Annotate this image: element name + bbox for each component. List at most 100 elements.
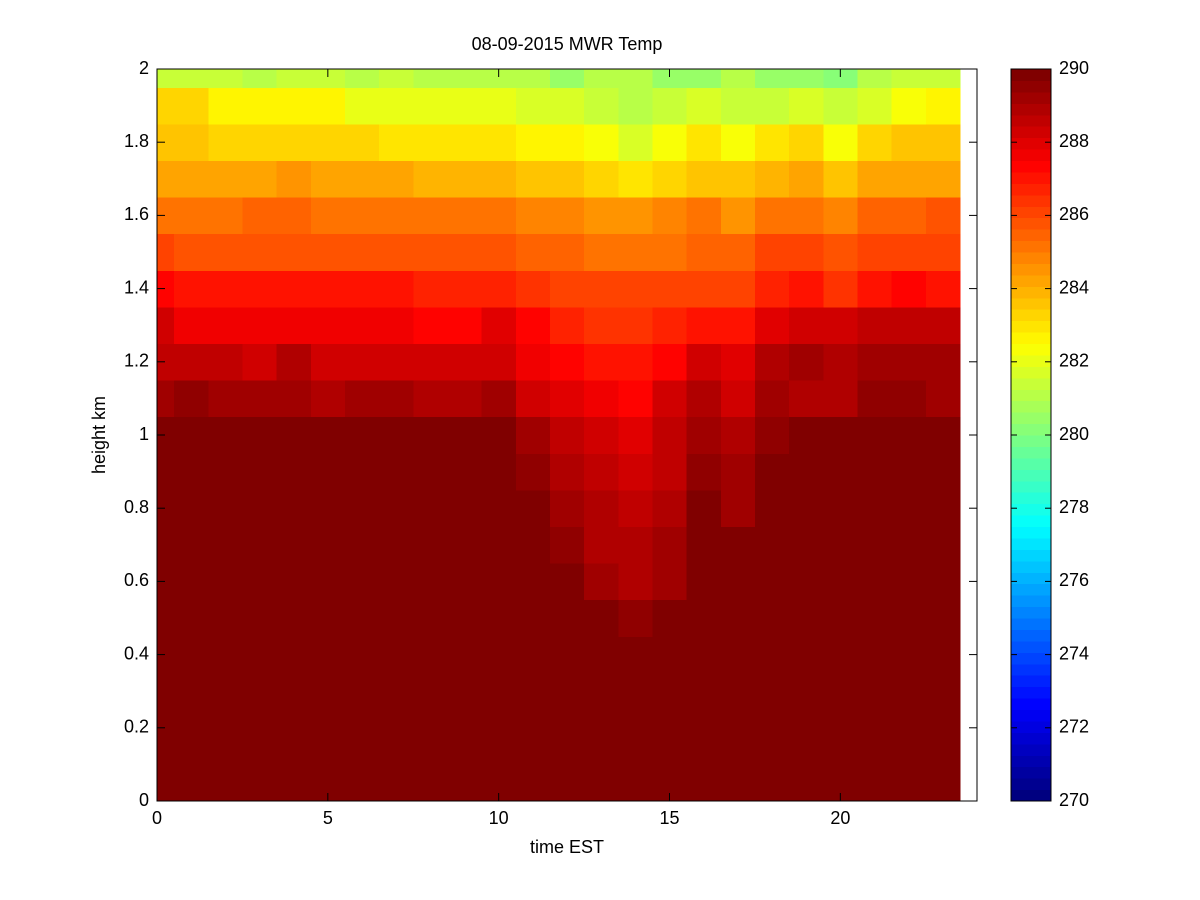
heatmap-cell xyxy=(618,636,653,674)
heatmap-cell xyxy=(481,306,517,344)
heatmap-cell xyxy=(754,69,790,88)
colorbar-step xyxy=(1011,137,1051,150)
x-tick-label: 10 xyxy=(489,808,509,828)
heatmap-cell xyxy=(379,69,414,88)
heatmap-cell xyxy=(857,197,893,235)
heatmap-cell xyxy=(344,746,380,784)
heatmap-cell xyxy=(720,636,756,674)
heatmap-cell xyxy=(242,453,278,491)
heatmap-cell xyxy=(789,197,824,235)
heatmap-cell xyxy=(157,233,175,271)
heatmap-cell xyxy=(481,160,517,198)
heatmap-cell xyxy=(857,672,893,710)
heatmap-cell xyxy=(857,87,893,125)
colorbar-tick-label: 270 xyxy=(1059,790,1089,810)
heatmap-cell xyxy=(242,197,278,235)
heatmap-cell xyxy=(925,306,961,344)
heatmap-cell xyxy=(515,599,551,637)
heatmap-cell xyxy=(857,599,893,637)
heatmap-cell xyxy=(174,87,209,125)
colorbar-step xyxy=(1011,766,1051,779)
heatmap-cell xyxy=(584,453,619,491)
colorbar-tick-label: 286 xyxy=(1059,204,1089,224)
heatmap-cell xyxy=(652,343,688,381)
heatmap-cell xyxy=(447,782,483,802)
heatmap-cell xyxy=(618,416,653,454)
heatmap-cell xyxy=(379,306,414,344)
heatmap-cell xyxy=(242,306,278,344)
heatmap-cell xyxy=(310,599,346,637)
y-axis-label: height km xyxy=(89,396,109,474)
heatmap-cell xyxy=(157,489,175,527)
heatmap-cell xyxy=(276,709,312,747)
heatmap-cell xyxy=(584,489,619,527)
heatmap-cell xyxy=(344,453,380,491)
heatmap-cell xyxy=(379,233,414,271)
heatmap-cell xyxy=(754,599,790,637)
heatmap-cell xyxy=(891,489,927,527)
heatmap-cell xyxy=(754,709,790,747)
heatmap-cell xyxy=(618,87,653,125)
heatmap-cell xyxy=(413,343,448,381)
heatmap-cell xyxy=(481,746,517,784)
heatmap-cell xyxy=(584,306,619,344)
heatmap-cell xyxy=(310,197,346,235)
heatmap-cell xyxy=(618,306,653,344)
heatmap-cell xyxy=(652,380,688,418)
heatmap-cell xyxy=(754,233,790,271)
heatmap-cell xyxy=(789,453,824,491)
heatmap-cell xyxy=(857,306,893,344)
colorbar-step xyxy=(1011,709,1051,722)
heatmap-cell xyxy=(413,270,448,308)
heatmap-cell xyxy=(549,636,585,674)
heatmap-cell xyxy=(584,197,619,235)
heatmap-cell xyxy=(276,599,312,637)
heatmap-cell xyxy=(584,160,619,198)
heatmap-cell xyxy=(584,69,619,88)
heatmap-cell xyxy=(157,270,175,308)
heatmap-cell xyxy=(891,306,927,344)
heatmap-cell xyxy=(515,233,551,271)
colorbar-step xyxy=(1011,618,1051,630)
heatmap-cell xyxy=(481,416,517,454)
heatmap-cell xyxy=(157,526,175,564)
colorbar-step xyxy=(1011,309,1051,322)
heatmap-cell xyxy=(276,306,312,344)
heatmap-cell xyxy=(515,160,551,198)
colorbar-tick-label: 284 xyxy=(1059,277,1089,297)
heatmap-cell xyxy=(276,636,312,674)
heatmap-cell xyxy=(276,343,312,381)
heatmap-cell xyxy=(413,160,448,198)
heatmap-cell xyxy=(379,453,414,491)
heatmap-cell xyxy=(208,746,243,784)
heatmap-cell xyxy=(157,380,175,418)
heatmap-cell xyxy=(720,709,756,747)
heatmap-cell xyxy=(891,160,927,198)
heatmap-cell xyxy=(208,489,243,527)
heatmap-cell xyxy=(157,306,175,344)
heatmap-cell xyxy=(310,453,346,491)
colorbar-step xyxy=(1011,446,1051,459)
heatmap-cell xyxy=(652,636,688,674)
heatmap-cell xyxy=(925,270,961,308)
heatmap-cell xyxy=(925,489,961,527)
colorbar-step xyxy=(1011,229,1051,242)
heatmap-cell xyxy=(208,306,243,344)
heatmap-cell xyxy=(413,526,448,564)
heatmap-cell xyxy=(686,782,722,802)
heatmap-cell xyxy=(157,416,175,454)
heatmap-cell xyxy=(174,306,209,344)
heatmap-cell xyxy=(310,233,346,271)
heatmap-cell xyxy=(686,563,722,601)
heatmap-cell xyxy=(344,526,380,564)
heatmap-cell xyxy=(754,123,790,161)
y-tick-label: 1.4 xyxy=(124,277,149,297)
heatmap-cell xyxy=(686,380,722,418)
heatmap-cell xyxy=(857,636,893,674)
heatmap-cell xyxy=(754,526,790,564)
colorbar-step xyxy=(1011,778,1051,791)
colorbar-step xyxy=(1011,183,1051,196)
heatmap-cell xyxy=(720,453,756,491)
colorbar-step xyxy=(1011,126,1051,139)
heatmap-cell xyxy=(174,233,209,271)
